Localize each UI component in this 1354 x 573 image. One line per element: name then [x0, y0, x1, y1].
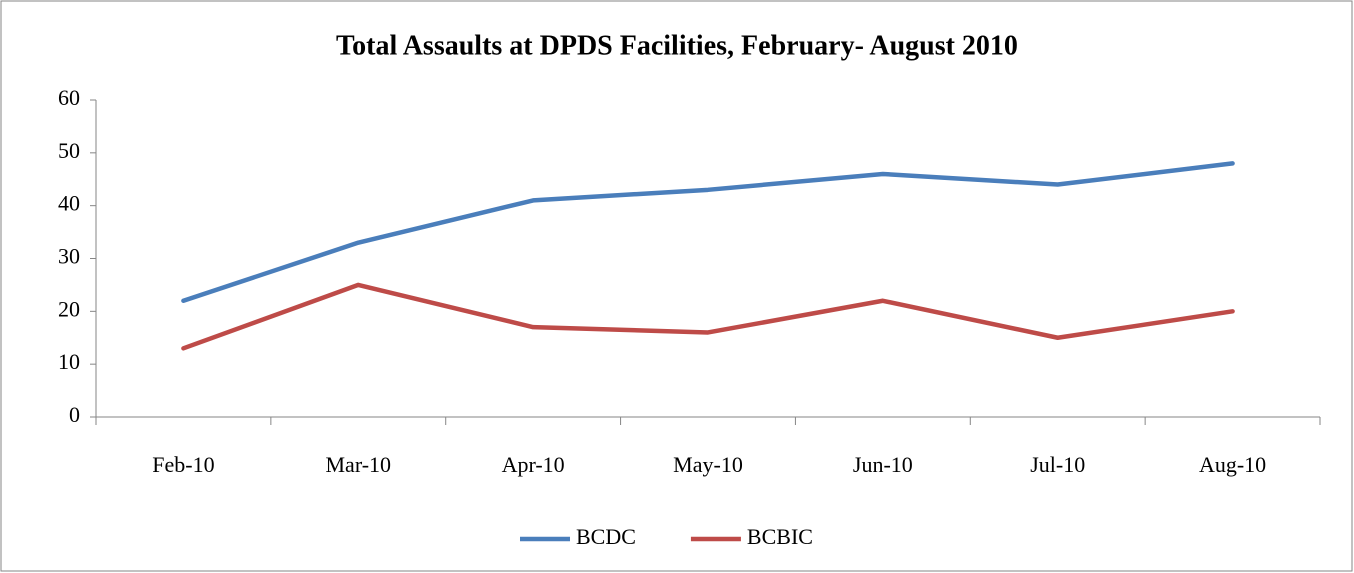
- series-line: [181, 161, 1235, 304]
- x-tick-label: Aug-10: [1199, 452, 1266, 477]
- y-tick-label: 30: [58, 244, 80, 269]
- x-tick-label: Jul-10: [1030, 452, 1085, 477]
- x-tick-label: Feb-10: [152, 452, 214, 477]
- y-tick-label: 40: [58, 191, 80, 216]
- y-tick-label: 50: [58, 138, 80, 163]
- y-tick-label: 10: [58, 349, 80, 374]
- y-tick-label: 0: [69, 402, 80, 427]
- series-line: [181, 282, 1235, 351]
- y-tick-label: 20: [58, 296, 80, 321]
- chart-title: Total Assaults at DPDS Facilities, Febru…: [336, 30, 1018, 61]
- x-tick-label: Jun-10: [853, 452, 913, 477]
- x-tick-label: Apr-10: [502, 452, 565, 477]
- x-tick-label: Mar-10: [326, 452, 392, 477]
- y-tick-label: 60: [58, 85, 80, 110]
- legend-label: BCBIC: [747, 524, 813, 549]
- legend-label: BCDC: [576, 524, 636, 549]
- x-tick-label: May-10: [673, 452, 743, 477]
